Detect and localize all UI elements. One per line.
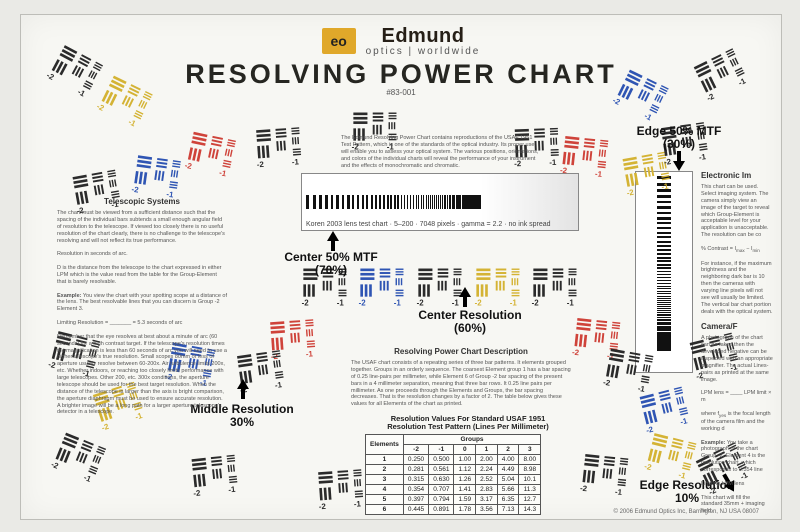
annotation-text: 10% xyxy=(675,491,699,505)
usaf-target: -2 -1 xyxy=(559,132,617,181)
svg-text:-2: -2 xyxy=(359,298,367,307)
usaf-target: -2 -1 xyxy=(189,450,247,499)
poster: eo Edmund optics | worldwide RESOLVING P… xyxy=(20,14,782,520)
koren-strip-right xyxy=(635,171,693,373)
usaf-target: -2 -1 xyxy=(49,428,116,489)
section-heading: Telescopic Systems xyxy=(57,197,227,207)
svg-text:-1: -1 xyxy=(595,169,604,179)
svg-text:-1: -1 xyxy=(661,181,670,191)
resolution-table: Resolution Values For Standard USAF 1951… xyxy=(365,415,571,515)
svg-text:-2: -2 xyxy=(602,378,611,388)
annotation-text: 30% xyxy=(230,415,254,429)
svg-text:-1: -1 xyxy=(82,473,92,484)
brand-subtitle: optics | worldwide xyxy=(366,46,481,57)
svg-text:-2: -2 xyxy=(131,185,140,195)
svg-text:-2: -2 xyxy=(705,92,716,103)
usaf-target: -2 -1 xyxy=(254,123,311,171)
svg-text:-1: -1 xyxy=(549,158,557,167)
annotation-edge-mtf: Edge 50% MTF (30%) xyxy=(619,125,739,151)
svg-text:-1: -1 xyxy=(698,152,707,162)
koren-strip-label: Koren 2003 lens test chart · 5–200 · 704… xyxy=(306,221,551,228)
svg-text:-1: -1 xyxy=(394,298,402,307)
annotation-center-res: Center Resolution (60%) xyxy=(405,309,535,335)
svg-text:-1: -1 xyxy=(737,76,748,87)
svg-text:-2: -2 xyxy=(193,488,202,498)
svg-text:-2: -2 xyxy=(626,188,635,198)
svg-text:-1: -1 xyxy=(510,298,518,307)
svg-text:-1: -1 xyxy=(354,499,362,509)
table-caption-line2: Resolution Test Pattern (Lines Per Milli… xyxy=(387,422,549,431)
svg-text:-2: -2 xyxy=(100,422,110,433)
telescopic-systems-text: Telescopic Systems The chart must be vie… xyxy=(57,197,227,416)
svg-text:-1: -1 xyxy=(76,87,87,99)
svg-text:-1: -1 xyxy=(679,416,689,427)
svg-text:-1: -1 xyxy=(292,157,300,167)
svg-text:-1: -1 xyxy=(567,298,575,307)
description-text: Resolving Power Chart Description The US… xyxy=(351,347,571,408)
svg-text:-1: -1 xyxy=(643,111,654,122)
annotation-center-mtf: Center 50% MTF (70%) xyxy=(271,251,391,277)
usaf-target: -2 -1 xyxy=(183,128,245,182)
usaf-target: -2 -1 xyxy=(474,265,528,309)
usaf-target: -2 -1 xyxy=(316,465,373,513)
svg-text:-2: -2 xyxy=(47,360,57,371)
svg-text:-2: -2 xyxy=(95,102,106,113)
svg-text:-2: -2 xyxy=(580,484,589,494)
annotation-text: Center Resolution xyxy=(418,308,521,322)
annotation-text: (60%) xyxy=(454,321,486,335)
svg-text:-2: -2 xyxy=(318,502,326,512)
annotation-text: (70%) xyxy=(315,263,347,277)
svg-text:-1: -1 xyxy=(337,298,345,307)
svg-text:-2: -2 xyxy=(184,161,193,171)
svg-text:-2: -2 xyxy=(560,166,569,176)
svg-text:-2: -2 xyxy=(643,462,653,473)
svg-text:-2: -2 xyxy=(256,160,264,170)
svg-text:-2: -2 xyxy=(50,460,60,471)
svg-text:-1: -1 xyxy=(306,349,314,359)
svg-text:-1: -1 xyxy=(274,380,283,390)
svg-text:-1: -1 xyxy=(127,117,138,128)
usaf-target: -2 -1 xyxy=(531,265,585,309)
svg-text:-2: -2 xyxy=(302,298,310,307)
section-heading: Electronic Im xyxy=(701,171,773,181)
arrow-up-icon xyxy=(453,285,477,309)
electronic-imaging-text: Electronic Im This chart can be used. Se… xyxy=(701,171,773,515)
annotation-text: Edge 50% MTF xyxy=(637,124,722,138)
arrow-up-icon xyxy=(321,229,345,253)
section-heading: Camera/F xyxy=(701,322,773,332)
koren-strip-center: Koren 2003 lens test chart · 5–200 · 704… xyxy=(301,173,579,231)
svg-text:-1: -1 xyxy=(218,168,227,178)
svg-text:-2: -2 xyxy=(45,71,56,83)
arrow-up-icon xyxy=(231,377,255,401)
arrow-down-icon xyxy=(667,149,691,173)
usaf-target: -2 -1 xyxy=(130,151,190,202)
section-heading: Resolving Power Chart Description xyxy=(351,347,571,357)
svg-text:-1: -1 xyxy=(228,485,237,495)
logo-block: eo xyxy=(322,28,356,54)
svg-text:-2: -2 xyxy=(532,298,540,307)
svg-text:-2: -2 xyxy=(572,348,581,358)
brand-name: Edmund xyxy=(366,25,481,48)
intro-text: The Edmund Resolving Power Chart contain… xyxy=(341,135,541,169)
svg-text:-2: -2 xyxy=(611,96,622,107)
logo-row: eo Edmund optics | worldwide xyxy=(322,25,481,57)
svg-text:-2: -2 xyxy=(417,298,425,307)
footer-copyright: © 2006 Edmund Optics Inc, Barrington, NJ… xyxy=(614,509,760,515)
